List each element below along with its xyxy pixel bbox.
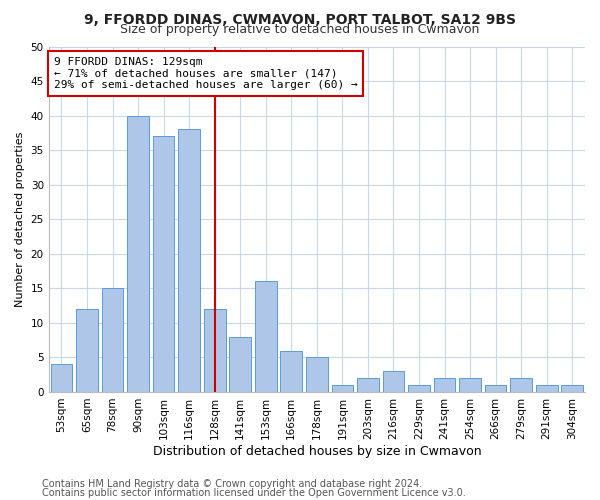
Text: Contains HM Land Registry data © Crown copyright and database right 2024.: Contains HM Land Registry data © Crown c… [42, 479, 422, 489]
Bar [434, 378, 455, 392]
Bar [459, 378, 481, 392]
Bar [101, 288, 124, 392]
Text: Size of property relative to detached houses in Cwmavon: Size of property relative to detached ho… [121, 22, 479, 36]
Bar [536, 385, 557, 392]
Text: 9 FFORDD DINAS: 129sqm
← 71% of detached houses are smaller (147)
29% of semi-de: 9 FFORDD DINAS: 129sqm ← 71% of detached… [54, 57, 358, 90]
Bar [204, 309, 226, 392]
Bar [383, 371, 404, 392]
Text: 9, FFORDD DINAS, CWMAVON, PORT TALBOT, SA12 9BS: 9, FFORDD DINAS, CWMAVON, PORT TALBOT, S… [84, 12, 516, 26]
Bar [178, 130, 200, 392]
Bar [280, 350, 302, 392]
Y-axis label: Number of detached properties: Number of detached properties [15, 132, 25, 307]
Bar [255, 282, 277, 392]
Bar [229, 336, 251, 392]
Bar [485, 385, 506, 392]
Bar [562, 385, 583, 392]
Bar [510, 378, 532, 392]
Bar [50, 364, 72, 392]
Bar [332, 385, 353, 392]
Bar [76, 309, 98, 392]
Bar [306, 358, 328, 392]
Text: Contains public sector information licensed under the Open Government Licence v3: Contains public sector information licen… [42, 488, 466, 498]
Bar [357, 378, 379, 392]
X-axis label: Distribution of detached houses by size in Cwmavon: Distribution of detached houses by size … [152, 444, 481, 458]
Bar [127, 116, 149, 392]
Bar [153, 136, 175, 392]
Bar [408, 385, 430, 392]
